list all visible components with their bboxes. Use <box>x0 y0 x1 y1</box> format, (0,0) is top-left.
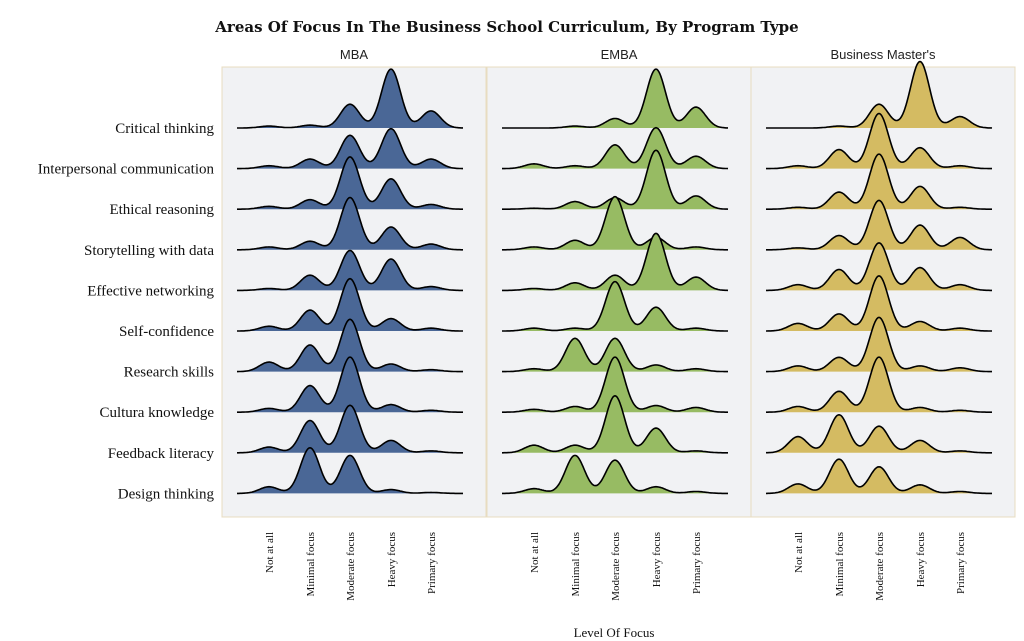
x-tick-label: Not at all <box>529 532 541 573</box>
x-tick-label: Not at all <box>264 532 276 573</box>
ridge-line <box>237 249 463 292</box>
ridge-area <box>766 242 992 291</box>
ridge-area <box>502 357 728 413</box>
ridge-line <box>237 196 463 251</box>
x-tick-label: Minimal focus <box>570 532 582 596</box>
ridge-line <box>766 153 992 210</box>
ridge-line <box>502 195 728 251</box>
x-tick-label: Moderate focus <box>610 532 622 601</box>
chart-title: Areas Of Focus In The Business School Cu… <box>214 18 798 36</box>
ridge-area <box>237 250 463 291</box>
ridge-area <box>766 357 992 413</box>
x-tick-label: Minimal focus <box>305 532 317 596</box>
ridge-area <box>502 281 728 331</box>
ridge-line <box>237 68 463 129</box>
ridge-line <box>237 356 463 413</box>
ridge-line <box>502 454 728 495</box>
category-label: Self-confidence <box>119 324 214 340</box>
ridge-line <box>502 356 728 413</box>
category-label: Critical thinking <box>115 121 214 137</box>
ridge-line <box>237 156 463 210</box>
ridge-area <box>237 357 463 413</box>
ridge-area <box>237 197 463 250</box>
category-label: Ethical reasoning <box>109 202 214 218</box>
panel: MBA Not at all Minimal focus Moderate focus… <box>221 47 487 601</box>
panel-title: EMBA <box>601 47 638 62</box>
ridge-line <box>766 275 992 332</box>
ridge-line <box>766 242 992 292</box>
x-tick-label: Moderate focus <box>345 532 357 601</box>
ridge-line <box>237 318 463 373</box>
ridge-area <box>766 459 992 494</box>
category-label: Effective networking <box>87 283 214 299</box>
x-tick-label: Not at all <box>793 532 805 573</box>
panel: Business Master's Not at all Minimal focus… <box>750 47 1016 601</box>
ridge-area <box>766 414 992 453</box>
x-tick-label: Moderate focus <box>874 532 886 601</box>
category-labels: Critical thinking Interpersonal communica… <box>38 121 215 502</box>
ridge-area <box>766 317 992 372</box>
ridge-line <box>766 199 993 251</box>
ridge-line <box>237 277 463 332</box>
ridge-area <box>237 319 463 372</box>
panel-title: MBA <box>340 47 369 62</box>
x-tick-label: Heavy focus <box>915 532 927 587</box>
ridge-line <box>502 126 729 170</box>
ridge-area <box>766 154 992 210</box>
ridge-line <box>237 447 463 495</box>
x-tick-label: Minimal focus <box>834 532 846 596</box>
category-label: Interpersonal communication <box>38 162 215 178</box>
x-tick-label: Heavy focus <box>651 532 663 587</box>
category-label: Feedback literacy <box>108 446 215 462</box>
ridge-line <box>502 337 728 373</box>
ridge-area <box>502 196 728 250</box>
ridge-line <box>766 316 992 373</box>
ridge-line <box>502 280 728 332</box>
ridge-line <box>237 127 463 170</box>
ridge-line <box>502 395 728 454</box>
ridge-area <box>237 278 463 331</box>
x-tick-label: Primary focus <box>691 532 703 594</box>
ridge-area <box>237 405 463 453</box>
x-tick-label: Primary focus <box>955 532 967 594</box>
category-label: Cultura knowledge <box>99 405 214 421</box>
category-label: Storytelling with data <box>84 243 214 259</box>
panels-layer: MBA Not at all Minimal focus Moderate focus… <box>221 47 1016 601</box>
ridge-area <box>502 338 728 372</box>
ridge-area <box>237 156 463 210</box>
ridge-line <box>502 68 728 129</box>
ridge-area <box>502 395 728 453</box>
x-axis-label: Level Of Focus <box>574 625 655 640</box>
panel: EMBA Not at all Minimal focus Moderate focu… <box>486 47 752 601</box>
ridge-line <box>237 404 463 454</box>
category-label: Design thinking <box>118 486 215 502</box>
ridge-line <box>766 60 993 129</box>
ridge-line <box>766 356 992 413</box>
category-label: Research skills <box>124 365 215 381</box>
ridge-area <box>766 113 992 169</box>
ridge-line <box>766 414 992 454</box>
ridge-area <box>502 455 728 494</box>
ridge-line <box>502 232 729 292</box>
x-tick-label: Heavy focus <box>386 532 398 587</box>
panel-title: Business Master's <box>830 47 936 62</box>
ridge-line <box>766 112 992 170</box>
ridge-line <box>766 458 992 495</box>
x-tick-label: Primary focus <box>426 532 438 594</box>
ridge-area <box>766 200 992 250</box>
ridge-area <box>766 275 992 331</box>
ridge-area <box>237 447 463 494</box>
